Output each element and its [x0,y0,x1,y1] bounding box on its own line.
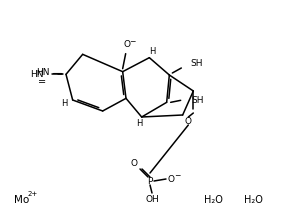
Text: OH: OH [145,194,159,204]
Text: H₂O: H₂O [203,195,222,205]
Text: −: − [130,37,136,46]
Text: H: H [149,47,156,56]
Text: O: O [167,174,174,184]
Text: H: H [136,120,143,128]
Text: P: P [147,176,153,186]
Text: =: = [38,77,46,87]
Text: O: O [185,117,192,125]
Text: O: O [123,40,130,49]
Text: HN: HN [30,70,44,79]
Text: SH: SH [190,59,203,69]
Text: Mo: Mo [14,195,29,205]
Text: SH: SH [192,96,204,105]
Text: 2+: 2+ [28,191,38,197]
Text: −: − [174,171,180,181]
Text: O: O [131,158,138,168]
Text: HN: HN [37,68,50,77]
Text: H: H [62,99,68,107]
Text: H₂O: H₂O [244,195,262,205]
